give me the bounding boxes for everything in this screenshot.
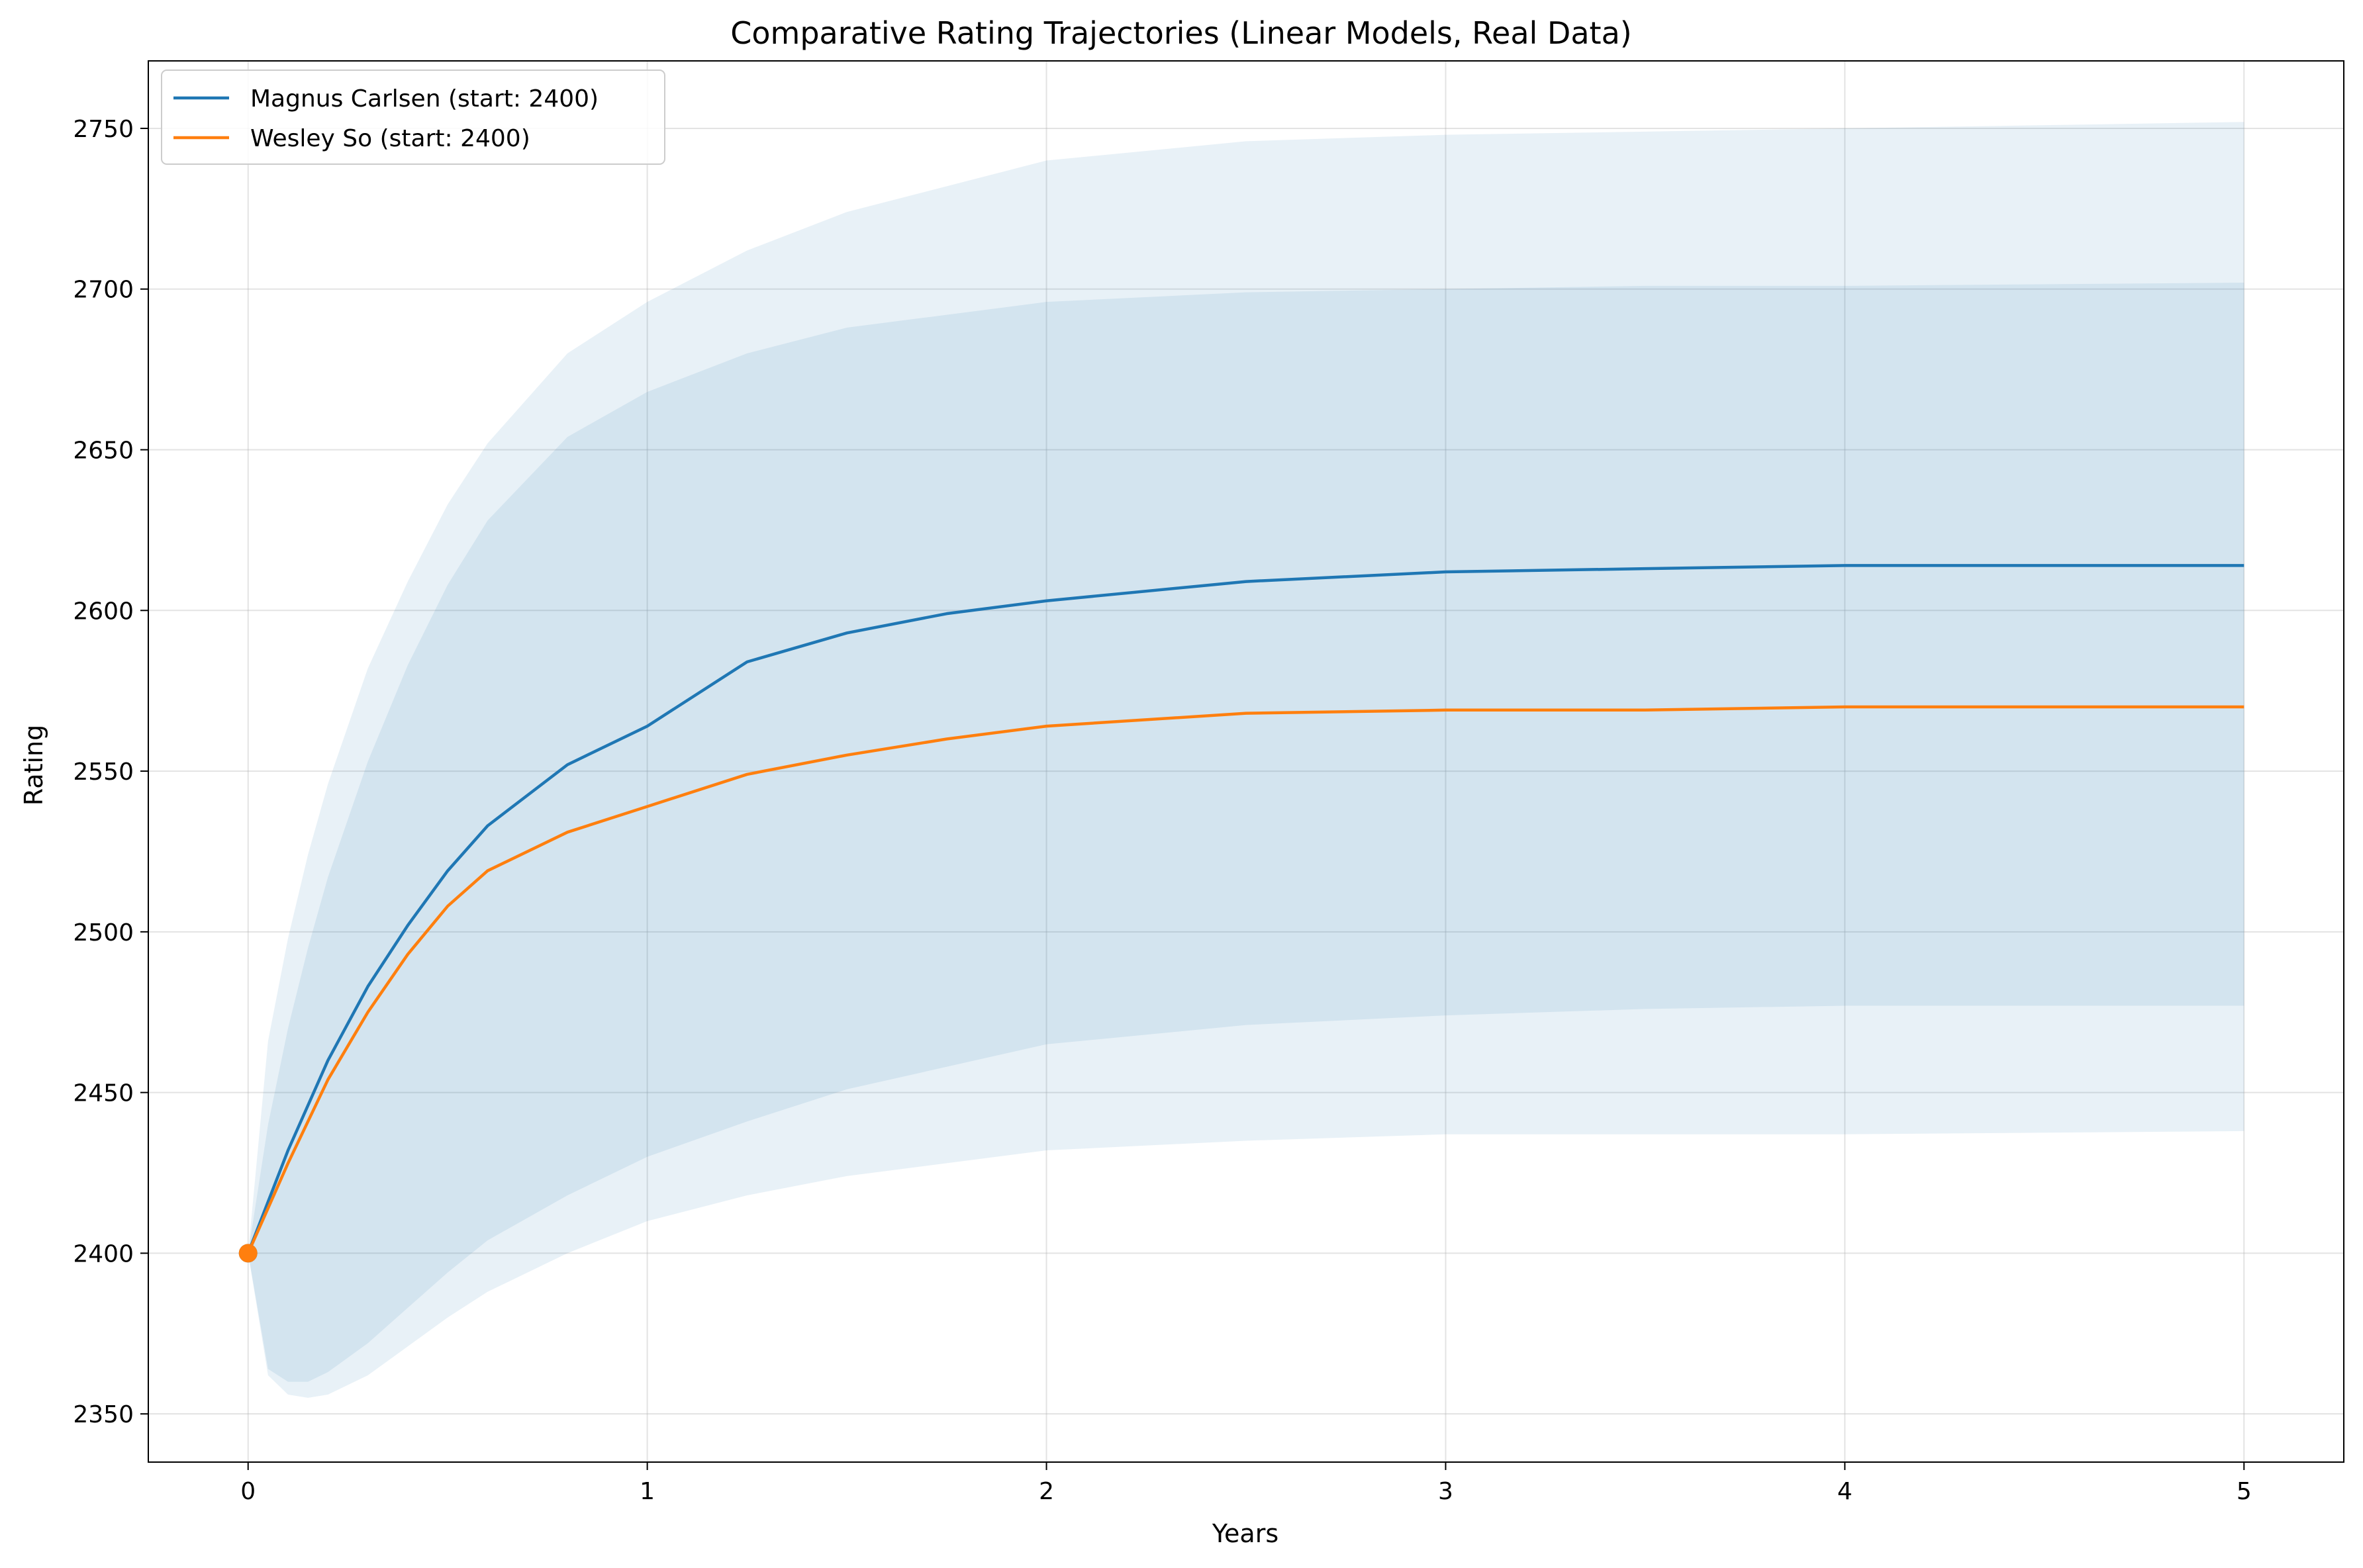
y-tick-label: 2550 [73, 759, 134, 786]
legend-box [161, 69, 665, 165]
legend: Magnus Carlsen (start: 2400) Wesley So (… [161, 69, 665, 165]
x-tick-label: 4 [1837, 1478, 1853, 1505]
start-markers [238, 1244, 258, 1263]
x-tick-label: 2 [1039, 1478, 1054, 1505]
confidence-band-1 [248, 122, 2244, 1398]
y-tick-label: 2450 [73, 1080, 134, 1107]
y-tick-label: 2700 [73, 277, 134, 304]
y-tick-label: 2500 [73, 919, 134, 946]
confidence-band-2 [248, 283, 2244, 1382]
y-tick-label: 2400 [73, 1240, 134, 1268]
x-tick-label: 1 [640, 1478, 655, 1505]
legend-label-magnus-carlsen: Magnus Carlsen (start: 2400) [250, 85, 599, 113]
y-axis-label: Rating [19, 725, 48, 806]
series-line-1 [246, 564, 2244, 1254]
x-tick-label: 0 [240, 1478, 256, 1505]
x-axis-label: Years [1212, 1519, 1278, 1548]
y-tick-label: 2350 [73, 1401, 134, 1428]
axis-ticks: 0 1 2 3 4 5 2350 2400 2450 2500 2550 2600 2650 2700 27… [73, 116, 2251, 1505]
plot-frame [148, 60, 2344, 1463]
start-marker-2 [238, 1244, 258, 1263]
y-tick-label: 2650 [73, 438, 134, 465]
confidence-bands [248, 122, 2244, 1398]
x-tick-label: 3 [1438, 1478, 1453, 1505]
grid [148, 61, 2344, 1462]
x-tick-label: 5 [2237, 1478, 2252, 1505]
chart-title: Comparative Rating Trajectories (Linear … [730, 15, 1631, 51]
legend-label-wesley-so: Wesley So (start: 2400) [250, 125, 530, 152]
y-tick-label: 2750 [73, 116, 134, 143]
y-tick-label: 2600 [73, 598, 134, 625]
series-line-2 [246, 705, 2244, 1254]
series-lines [246, 564, 2244, 1254]
